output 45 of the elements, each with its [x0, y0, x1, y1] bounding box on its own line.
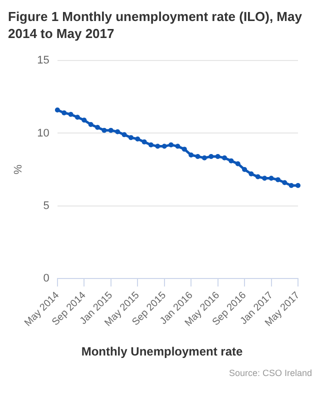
point — [268, 176, 274, 181]
point — [215, 154, 220, 159]
point — [282, 180, 288, 186]
point — [235, 161, 240, 166]
point — [122, 132, 127, 138]
point — [228, 158, 234, 164]
point — [102, 128, 107, 133]
point — [54, 107, 60, 112]
point — [135, 136, 140, 142]
text: Monthly Unemployment rate — [81, 344, 243, 358]
point — [115, 129, 120, 134]
point — [82, 118, 87, 123]
point — [142, 139, 147, 144]
point — [202, 155, 207, 160]
point — [288, 183, 294, 188]
point — [255, 174, 260, 180]
point — [175, 144, 180, 149]
point — [296, 183, 300, 188]
point — [275, 177, 280, 182]
source-note: Source: CSO Ireland — [228, 368, 312, 378]
point — [188, 152, 194, 158]
point — [74, 114, 80, 120]
chart-title: Figure 1 Monthly unemployment rate (ILO), May 2014 to May 2017 — [8, 8, 303, 42]
point — [168, 142, 174, 148]
y-tick-label: 0 — [43, 272, 50, 284]
point — [68, 112, 74, 117]
point — [162, 144, 167, 149]
point — [108, 128, 114, 133]
point — [222, 155, 227, 160]
point — [262, 176, 268, 181]
point — [128, 135, 134, 140]
point — [182, 146, 187, 152]
y-axis-title: % — [12, 164, 25, 174]
point — [148, 142, 154, 148]
point — [242, 167, 248, 172]
point — [208, 154, 214, 159]
point — [88, 122, 94, 128]
point — [155, 144, 160, 149]
y-tick-label: 5 — [43, 200, 50, 212]
point — [95, 124, 100, 130]
point — [195, 154, 200, 159]
y-tick-label: 10 — [37, 127, 50, 140]
point — [62, 110, 67, 116]
y-tick-label: 15 — [37, 54, 50, 67]
point — [248, 171, 254, 176]
